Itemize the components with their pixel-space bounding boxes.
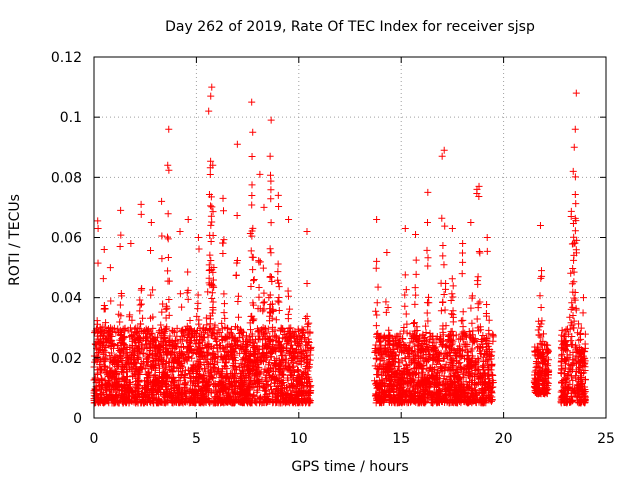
data-point	[293, 366, 301, 374]
data-point	[139, 314, 147, 322]
data-point	[207, 256, 215, 264]
data-point	[149, 324, 157, 332]
data-point	[235, 313, 243, 321]
data-point	[147, 246, 155, 254]
data-point	[209, 282, 217, 290]
x-tick-label: 15	[392, 431, 410, 447]
data-point	[209, 208, 217, 216]
data-point	[255, 293, 263, 301]
data-point	[94, 259, 102, 267]
data-point	[272, 316, 280, 324]
y-tick-label: 0.04	[51, 291, 82, 307]
data-point	[218, 319, 226, 327]
grid-lines	[94, 57, 606, 418]
data-point	[305, 319, 313, 327]
data-points	[90, 83, 589, 407]
x-tick-label: 25	[597, 431, 615, 447]
y-tick-label: 0.12	[51, 50, 82, 66]
data-point	[99, 275, 107, 283]
x-tick-label: 0	[90, 431, 99, 447]
data-point	[184, 295, 192, 303]
y-tick-label: 0.08	[51, 170, 82, 186]
chart-title: Day 262 of 2019, Rate Of TEC Index for r…	[165, 19, 535, 35]
data-point	[234, 292, 242, 300]
x-tick-label: 5	[192, 431, 201, 447]
y-tick-label: 0.1	[60, 110, 82, 126]
data-point	[116, 301, 124, 309]
data-point	[204, 288, 212, 296]
x-axis-title: GPS time / hours	[291, 459, 408, 475]
data-point	[260, 289, 268, 297]
data-point	[195, 245, 203, 253]
y-tick-label: 0	[73, 411, 82, 427]
y-tick-label: 0.02	[51, 351, 82, 367]
data-point	[267, 249, 275, 257]
data-point	[158, 308, 166, 316]
y-tick-label: 0.06	[51, 231, 82, 247]
x-tick-label: 10	[290, 431, 308, 447]
data-point	[249, 266, 257, 274]
data-point	[116, 242, 124, 250]
x-tick-label: 20	[495, 431, 513, 447]
data-point	[193, 312, 201, 320]
data-point	[164, 210, 172, 218]
data-point	[250, 276, 258, 284]
y-axis-title: ROTI / TECUs	[7, 194, 23, 286]
data-point	[304, 373, 312, 381]
